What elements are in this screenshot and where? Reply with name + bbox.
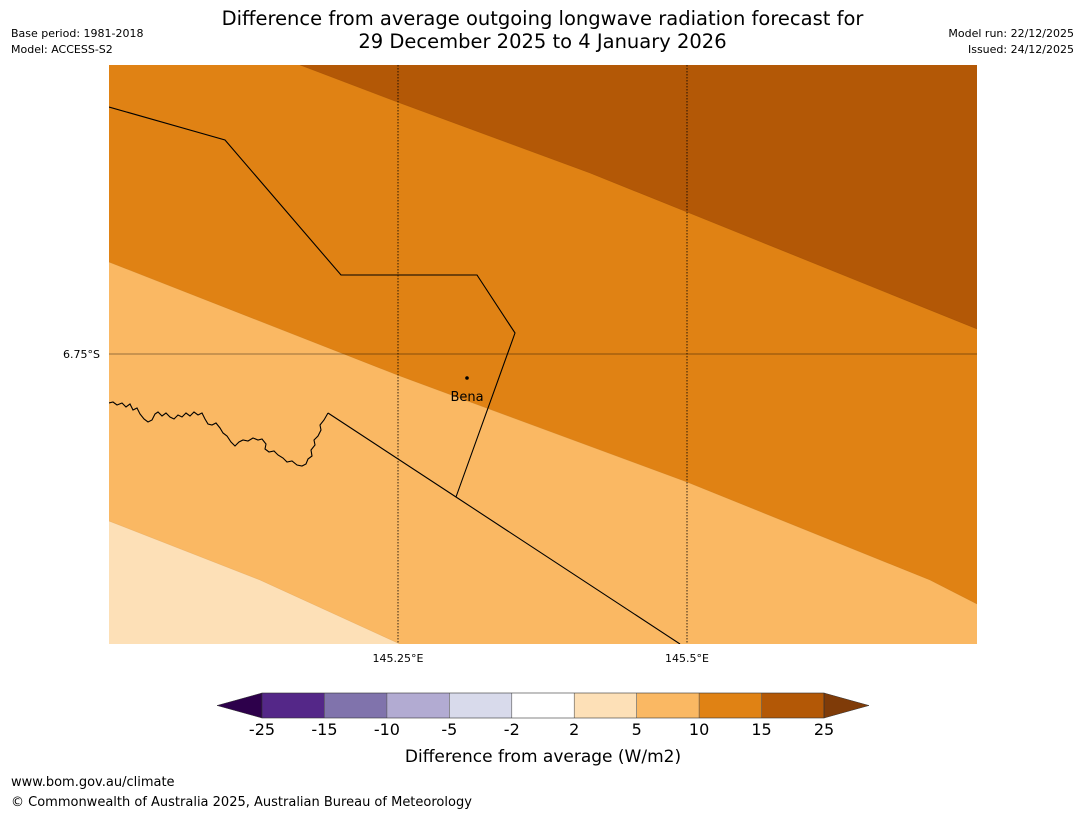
colorbar-tick-label: -2 xyxy=(504,720,520,739)
contour-edge-5 xyxy=(109,520,401,644)
colorbar-segment-2 xyxy=(324,693,387,718)
colorbar-segment-8 xyxy=(699,693,762,718)
base-period-text: Base period: 1981-2018 xyxy=(11,27,144,40)
province-boundary xyxy=(109,106,516,498)
footer-url: www.bom.gov.au/climate xyxy=(11,775,175,790)
colorbar-outline xyxy=(261,692,825,719)
colorbar-tick-label: 25 xyxy=(814,720,834,739)
title-line-2: 29 December 2025 to 4 January 2026 xyxy=(358,30,727,53)
model-info: Base period: 1981-2018 Model: ACCESS-S2 xyxy=(11,26,143,58)
river-boundary xyxy=(109,401,329,467)
colorbar-segment-9 xyxy=(761,693,824,718)
colorbar-segment-5 xyxy=(511,693,575,718)
issued-text: Issued: 24/12/2025 xyxy=(967,43,1074,56)
model-name-text: Model: ACCESS-S2 xyxy=(11,43,113,56)
colorbar-title: Difference from average (W/m2) xyxy=(405,747,681,767)
fill-band-2-5 xyxy=(109,521,400,644)
colorbar-tick-label: 10 xyxy=(689,720,709,739)
fill-band-15-25 xyxy=(300,65,977,329)
colorbar-tick-label: -25 xyxy=(249,720,275,739)
contour-edge-15 xyxy=(299,65,977,330)
page-title: Difference from average outgoing longwav… xyxy=(0,7,1085,53)
district-boundary xyxy=(327,412,681,644)
colorbar-segment-7 xyxy=(636,693,700,718)
map-area: Bena xyxy=(109,65,977,644)
colorbar-tick-label: 2 xyxy=(569,720,579,739)
colorbar-tick-label: -15 xyxy=(311,720,337,739)
colorbar-under-triangle xyxy=(216,692,263,719)
run-info: Model run: 22/12/2025 Issued: 24/12/2025 xyxy=(948,26,1074,58)
lon-label-145-5: 145.5°E xyxy=(665,652,709,665)
colorbar-dividers xyxy=(324,693,762,718)
model-run-text: Model run: 22/12/2025 xyxy=(948,27,1074,40)
bena-place-label: Bena xyxy=(450,390,483,405)
colorbar-tick-label: 15 xyxy=(751,720,771,739)
lat-label-6-75: 6.75°S xyxy=(63,348,100,361)
title-line-1: Difference from average outgoing longwav… xyxy=(221,7,864,30)
colorbar-segment-6 xyxy=(574,693,637,718)
colorbar-segment-3 xyxy=(386,693,450,718)
colorbar-segment-1 xyxy=(262,693,325,718)
bena-location-marker xyxy=(465,376,469,380)
colorbar-over-triangle xyxy=(823,692,870,719)
lon-label-145-25: 145.25°E xyxy=(373,652,424,665)
colorbar-segment-4 xyxy=(449,693,512,718)
colorbar-tick-label: 5 xyxy=(632,720,642,739)
colorbar-tick-label: -10 xyxy=(374,720,400,739)
colorbar-tick-label: -5 xyxy=(441,720,457,739)
colorbar: -25 -15 -10 -5 -2 2 5 10 15 25 Differenc… xyxy=(216,692,870,767)
footer-copyright: © Commonwealth of Australia 2025, Austra… xyxy=(11,795,472,810)
